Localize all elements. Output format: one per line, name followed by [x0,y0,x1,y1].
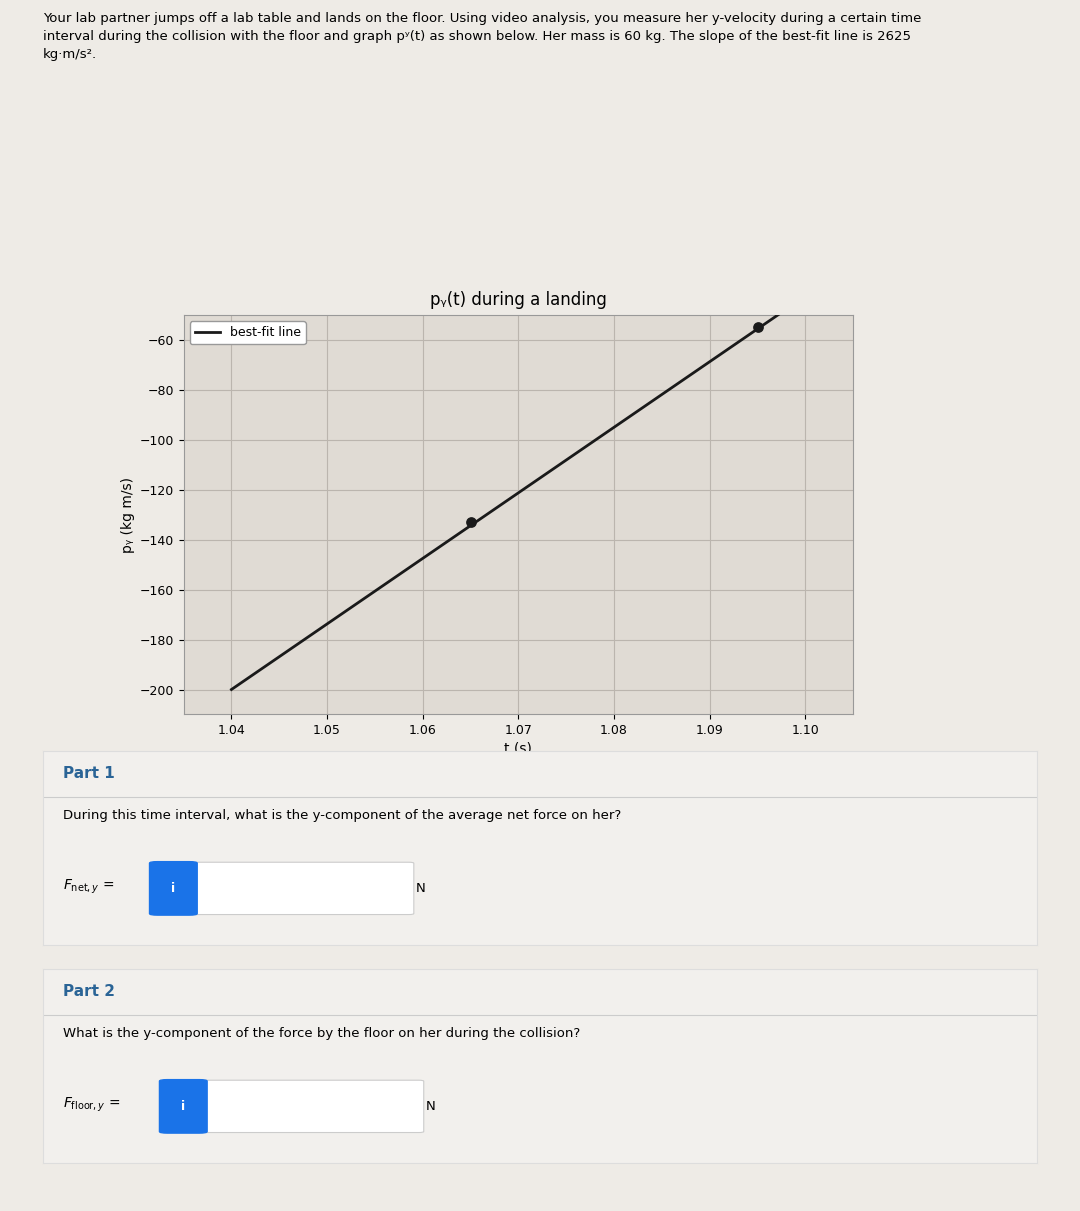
FancyBboxPatch shape [160,1080,207,1133]
Text: N: N [426,1100,435,1113]
FancyBboxPatch shape [186,862,414,914]
Legend: best-fit line: best-fit line [190,321,306,344]
Y-axis label: pᵧ (kg m/s): pᵧ (kg m/s) [121,477,135,552]
Text: i: i [172,882,175,895]
Text: Part 2: Part 2 [63,985,116,999]
FancyBboxPatch shape [149,862,198,916]
Text: $F_{\mathrm{net},y}$ =: $F_{\mathrm{net},y}$ = [63,877,114,896]
Text: Your lab partner jumps off a lab table and lands on the floor. Using video analy: Your lab partner jumps off a lab table a… [43,12,921,61]
Text: $F_{\mathrm{floor},y}$ =: $F_{\mathrm{floor},y}$ = [63,1095,121,1114]
X-axis label: t (s): t (s) [504,741,532,756]
Point [462,512,480,532]
FancyBboxPatch shape [195,1080,423,1132]
Text: What is the y-component of the force by the floor on her during the collision?: What is the y-component of the force by … [63,1027,580,1040]
Title: pᵧ(t) during a landing: pᵧ(t) during a landing [430,291,607,309]
Text: During this time interval, what is the y-component of the average net force on h: During this time interval, what is the y… [63,809,621,822]
Text: N: N [416,882,426,895]
Text: Part 1: Part 1 [63,767,114,781]
Text: i: i [181,1100,186,1113]
Point [748,317,766,337]
